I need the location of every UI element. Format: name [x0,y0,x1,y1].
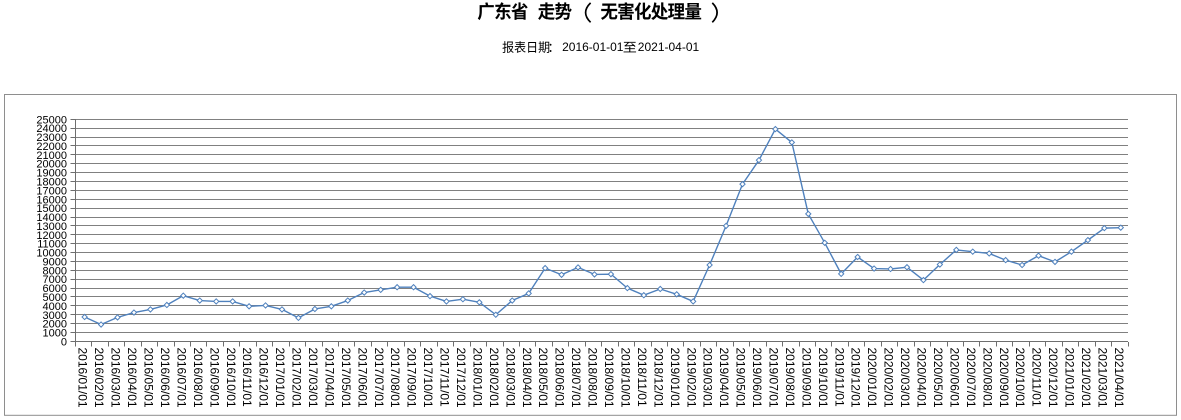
svg-text:2020/02/01: 2020/02/01 [882,348,896,408]
svg-text:2016/03/01: 2016/03/01 [109,348,123,408]
svg-text:2016/08/01: 2016/08/01 [191,348,205,408]
svg-text:21000: 21000 [36,150,67,162]
svg-text:19000: 19000 [36,168,67,180]
svg-text:2018/04/01: 2018/04/01 [520,348,534,408]
svg-text:2021-04-01: 2021-04-01 [638,40,700,54]
svg-text:2018/11/01: 2018/11/01 [635,348,649,407]
svg-text:2017/03/01: 2017/03/01 [306,348,320,408]
svg-text:2017/05/01: 2017/05/01 [339,348,353,408]
svg-text:10000: 10000 [36,248,67,260]
svg-text:2016/02/01: 2016/02/01 [92,348,106,408]
svg-text:2016/01/01: 2016/01/01 [76,348,90,408]
svg-text:2020/05/01: 2020/05/01 [931,348,945,408]
svg-text:2017/09/01: 2017/09/01 [405,348,419,408]
svg-text:6000: 6000 [43,283,67,295]
svg-text:2020/11/01: 2020/11/01 [1030,348,1044,407]
svg-text:2020/06/01: 2020/06/01 [947,348,961,408]
svg-text:2016/11/01: 2016/11/01 [240,348,254,407]
svg-text:2020/03/01: 2020/03/01 [898,348,912,408]
svg-text:22000: 22000 [36,141,67,153]
svg-text:2016/09/01: 2016/09/01 [207,348,221,408]
svg-text:17000: 17000 [36,185,67,197]
svg-text:2019/03/01: 2019/03/01 [701,348,715,408]
svg-text:2016/04/01: 2016/04/01 [125,348,139,408]
svg-text:23000: 23000 [36,132,67,144]
svg-text:2020/08/01: 2020/08/01 [980,348,994,408]
svg-text:2018/07/01: 2018/07/01 [569,348,583,408]
svg-text:4000: 4000 [43,301,67,313]
svg-text:2018/03/01: 2018/03/01 [503,348,517,408]
svg-text:24000: 24000 [36,123,67,135]
svg-text:2018/08/01: 2018/08/01 [586,348,600,408]
svg-text:2019/06/01: 2019/06/01 [750,348,764,408]
svg-text:2017/10/01: 2017/10/01 [421,348,435,408]
svg-text:1000: 1000 [43,328,67,340]
svg-text:2016/12/01: 2016/12/01 [257,348,271,408]
svg-text:20000: 20000 [36,159,67,171]
svg-text:2019/11/01: 2019/11/01 [832,348,846,407]
svg-text:2017/08/01: 2017/08/01 [388,348,402,408]
svg-text:2021/01/01: 2021/01/01 [1063,348,1077,408]
svg-text:2020/04/01: 2020/04/01 [915,348,929,408]
svg-text:2016/07/01: 2016/07/01 [174,348,188,408]
svg-text:0: 0 [61,336,67,348]
svg-text:2016/05/01: 2016/05/01 [142,348,156,408]
svg-text:2021/04/01: 2021/04/01 [1112,348,1126,408]
svg-text:15000: 15000 [36,203,67,215]
svg-text:2019/10/01: 2019/10/01 [816,348,830,408]
svg-text:2018/06/01: 2018/06/01 [553,348,567,408]
svg-text:2020/10/01: 2020/10/01 [1013,348,1027,408]
svg-text:2016/10/01: 2016/10/01 [224,348,238,408]
svg-text:2017/04/01: 2017/04/01 [322,348,336,408]
svg-text:14000: 14000 [36,212,67,224]
svg-text:2017/07/01: 2017/07/01 [372,348,386,408]
svg-text:2018/02/01: 2018/02/01 [487,348,501,408]
svg-text:2020/07/01: 2020/07/01 [964,348,978,408]
svg-text:3000: 3000 [43,310,67,322]
svg-text:2017/11/01: 2017/11/01 [438,348,452,407]
svg-text:2021/03/01: 2021/03/01 [1095,348,1109,408]
svg-text:2017/02/01: 2017/02/01 [290,348,304,408]
svg-text:2020/09/01: 2020/09/01 [997,348,1011,408]
svg-text:2020/12/01: 2020/12/01 [1046,348,1060,408]
svg-text:18000: 18000 [36,176,67,188]
svg-text:2000: 2000 [43,319,67,331]
svg-text:2018/01/01: 2018/01/01 [470,348,484,408]
svg-text:11000: 11000 [37,239,67,251]
svg-text:2016-01-01: 2016-01-01 [562,40,624,54]
svg-text:2017/12/01: 2017/12/01 [454,348,468,408]
svg-text:2018/10/01: 2018/10/01 [618,348,632,408]
svg-text:5000: 5000 [43,292,67,304]
svg-text:2019/02/01: 2019/02/01 [684,348,698,408]
svg-text:2021/02/01: 2021/02/01 [1079,348,1093,408]
svg-text:7000: 7000 [43,274,67,286]
svg-text:2016/06/01: 2016/06/01 [158,348,172,408]
svg-text:2017/06/01: 2017/06/01 [355,348,369,408]
svg-text:12000: 12000 [36,230,67,242]
svg-text:2019/01/01: 2019/01/01 [668,348,682,408]
svg-text:2018/05/01: 2018/05/01 [536,348,550,408]
svg-text:2019/04/01: 2019/04/01 [717,348,731,408]
svg-text:2019/09/01: 2019/09/01 [799,348,813,408]
svg-text:2018/09/01: 2018/09/01 [602,348,616,408]
svg-text:2019/12/01: 2019/12/01 [849,348,863,408]
svg-text:2019/05/01: 2019/05/01 [734,348,748,408]
svg-text:16000: 16000 [36,194,67,206]
svg-text:9000: 9000 [43,256,67,268]
svg-text:2020/01/01: 2020/01/01 [865,348,879,408]
svg-text:2017/01/01: 2017/01/01 [273,348,287,408]
svg-text:2019/08/01: 2019/08/01 [783,348,797,408]
svg-text:2019/07/01: 2019/07/01 [766,348,780,408]
svg-text:2018/12/01: 2018/12/01 [651,348,665,408]
svg-text:13000: 13000 [36,221,67,233]
svg-text:25000: 25000 [36,114,67,126]
svg-text:8000: 8000 [43,265,67,277]
